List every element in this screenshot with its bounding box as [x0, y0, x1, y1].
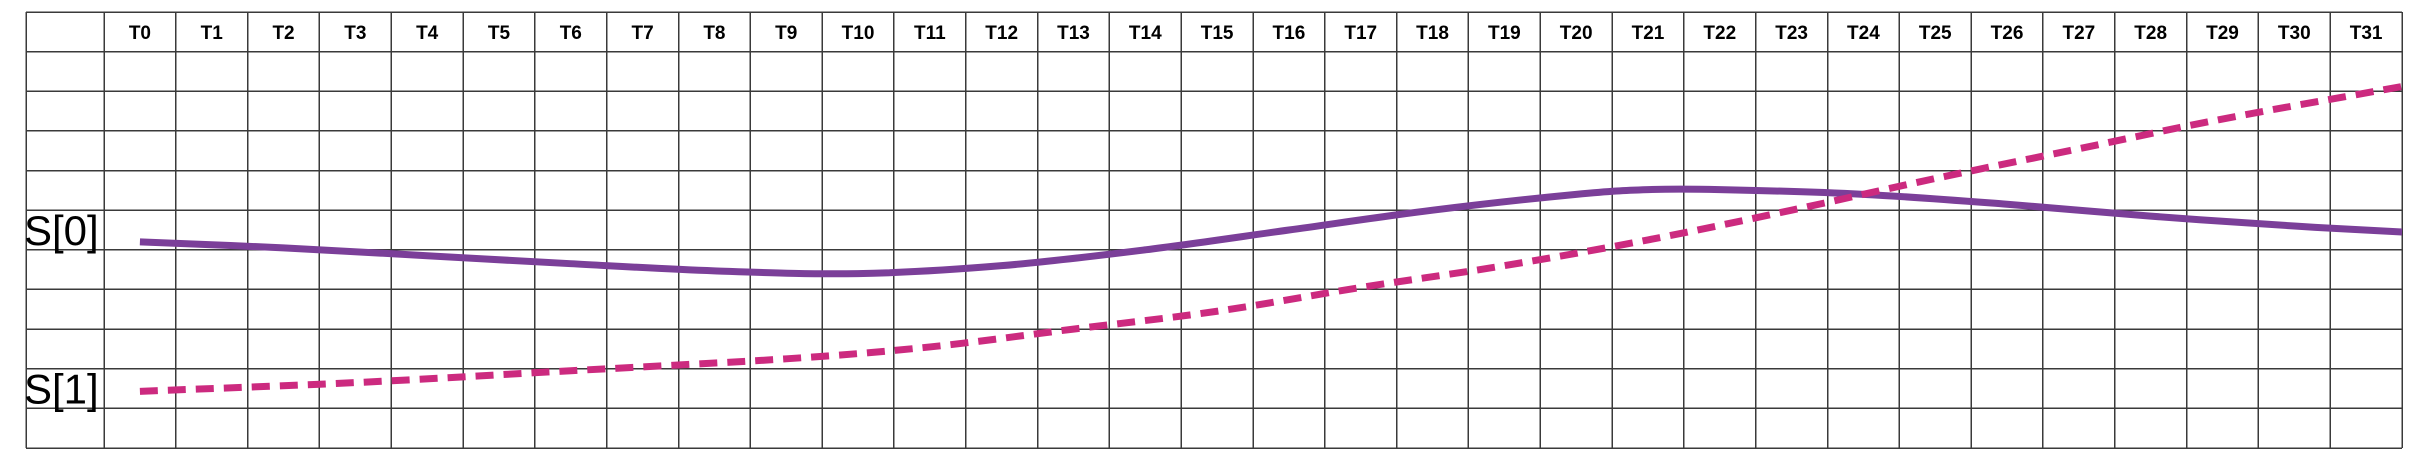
time-step-label: T22	[1703, 23, 1736, 44]
signal-label: S[0]	[24, 207, 99, 254]
time-step-label: T20	[1560, 23, 1593, 44]
time-step-label: T14	[1129, 23, 1162, 44]
time-step-label: T0	[129, 23, 151, 44]
time-step-label: T9	[775, 23, 797, 44]
time-step-label: T24	[1847, 23, 1880, 44]
time-step-label: T4	[416, 23, 439, 44]
time-step-label: T17	[1344, 23, 1377, 44]
time-step-label: T3	[344, 23, 366, 44]
time-step-label: T31	[2350, 23, 2383, 44]
time-step-label: T6	[560, 23, 582, 44]
signal-label: S[1]	[24, 366, 99, 413]
time-step-label: T18	[1416, 23, 1449, 44]
waveform-s-1	[139, 83, 2403, 395]
waveforms	[139, 83, 2403, 395]
time-step-label: T12	[985, 23, 1018, 44]
time-step-label: T13	[1057, 23, 1090, 44]
time-step-label: T28	[2134, 23, 2167, 44]
time-step-label: T19	[1488, 23, 1521, 44]
time-step-label: T30	[2278, 23, 2311, 44]
time-step-label: T15	[1201, 23, 1234, 44]
signal-labels: S[0] S[1]	[24, 207, 99, 413]
waveform-s-0	[139, 185, 2403, 278]
time-header: T0 T1 T2 T3 T4 T5 T6 T7 T8 T9 T10 T11 T12 T13 T14 T15 T1…	[129, 23, 2383, 44]
time-step-label: T29	[2206, 23, 2239, 44]
time-step-label: T27	[2062, 23, 2095, 44]
time-step-label: T7	[632, 23, 654, 44]
time-step-label: T26	[1991, 23, 2024, 44]
time-step-label: T2	[272, 23, 294, 44]
time-step-label: T21	[1632, 23, 1665, 44]
time-step-label: T10	[842, 23, 875, 44]
time-step-label: T8	[703, 23, 725, 44]
time-step-label: T16	[1273, 23, 1306, 44]
grid	[25, 11, 2403, 449]
time-step-label: T25	[1919, 23, 1952, 44]
time-step-label: T5	[488, 23, 511, 44]
time-step-label: T23	[1775, 23, 1808, 44]
time-step-label: T11	[914, 23, 946, 44]
time-step-label: T1	[201, 23, 224, 44]
